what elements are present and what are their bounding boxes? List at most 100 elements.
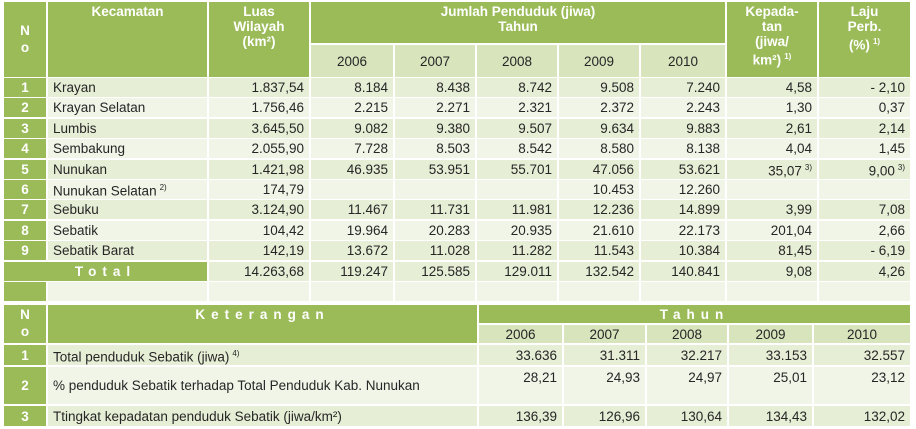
density-value: 201,04 <box>770 222 812 238</box>
row-number: 7 <box>21 202 29 218</box>
pop-value: 8.503 <box>436 141 470 157</box>
row-pop: 11.981 <box>477 200 557 220</box>
header-year: 2010 <box>814 325 910 343</box>
row-label: Ttingkat kepadatan penduduk Sebatik (jiw… <box>48 406 477 426</box>
row-number: 3 <box>21 408 29 424</box>
value: 33.636 <box>515 348 557 363</box>
density-value: 4,58 <box>785 80 812 95</box>
density-value-wrap: 2,61 <box>786 121 812 136</box>
year-label: 2007 <box>589 326 620 342</box>
density-value-wrap: 3,99 <box>786 202 812 217</box>
kecamatan-name-wrap: Lumbis <box>53 121 97 136</box>
row-number: 2 <box>21 100 29 116</box>
growth-value-wrap: 2,66 <box>879 223 905 238</box>
luas-value: 104,42 <box>262 222 304 238</box>
pop-value: 12.236 <box>592 202 634 218</box>
row-pop: 21.610 <box>559 220 639 240</box>
row-luas: 1.756,46 <box>209 98 309 118</box>
header-line: Tahun <box>498 19 538 34</box>
growth-value: 1,45 <box>878 141 905 157</box>
row-number: 1 <box>21 347 29 363</box>
growth-value-wrap: - 2,10 <box>870 80 905 95</box>
header-line: tan <box>761 19 783 34</box>
pop-value: 132.542 <box>585 263 634 279</box>
header-year: 2008 <box>647 325 727 343</box>
pop-value: 8.438 <box>436 80 470 95</box>
header-tahun: Tahun <box>479 305 910 323</box>
row-growth: 7,08 <box>819 200 910 220</box>
row-pop: 20.935 <box>477 220 557 240</box>
value: 134,43 <box>765 409 807 424</box>
row-pop: 53.621 <box>641 159 725 179</box>
year-label: 2007 <box>419 53 451 69</box>
year-label: 2008 <box>501 53 533 69</box>
row-value: 25,01 <box>729 367 812 404</box>
row-name: Krayan Selatan <box>48 98 207 118</box>
row-pop: 47.056 <box>559 159 639 179</box>
row-pop: 11.543 <box>559 241 639 261</box>
pop-value: 11.467 <box>347 202 388 218</box>
pop-value: 7.240 <box>686 80 720 95</box>
pop-value: 11.981 <box>511 202 552 218</box>
header-text: No <box>17 307 33 341</box>
row-number: 2 <box>21 378 29 393</box>
kecamatan-name: Sebatik <box>53 222 99 238</box>
empty-no <box>4 282 46 301</box>
row-luas: 3.645,50 <box>209 118 309 138</box>
growth-value-wrap: 0,37 <box>879 100 905 115</box>
kecamatan-name-wrap: Krayan Selatan <box>53 100 145 115</box>
row-name: Lumbis <box>48 118 207 138</box>
kecamatan-name: Sembakung <box>53 141 126 157</box>
empty-cell <box>395 282 475 301</box>
row-pop: 9.380 <box>395 118 475 138</box>
header-line: km²) 1) <box>752 52 792 68</box>
year-label: 2006 <box>505 326 536 342</box>
pop-value: 11.731 <box>429 202 470 218</box>
pop-value: 20.283 <box>428 222 470 238</box>
pop-value: 125.585 <box>421 263 470 279</box>
row-no: 3 <box>4 118 46 138</box>
footnote-mark: 1) <box>872 37 881 46</box>
row-value: 24,93 <box>564 367 645 404</box>
row-density: 4,58 <box>727 78 817 97</box>
pop-value: 140.841 <box>671 263 720 279</box>
row-luas: 1.837,54 <box>209 78 309 97</box>
header-line: Jumlah Penduduk (jiwa) <box>440 4 596 19</box>
value: 33.153 <box>765 348 807 363</box>
pop-value: 8.580 <box>600 141 634 157</box>
row-no: 3 <box>4 406 46 426</box>
row-name: Sebatik Barat <box>48 241 207 261</box>
value: 126,96 <box>598 409 640 424</box>
year-label: 2010 <box>846 326 878 342</box>
row-label: Total penduduk Sebatik (jiwa) 4) <box>48 345 477 365</box>
growth-value: - 2,10 <box>870 80 905 95</box>
total-luas: 14.263,68 <box>209 261 309 281</box>
row-pop: 8.580 <box>559 139 639 159</box>
row-pop: 7.728 <box>311 139 393 159</box>
luas-value: 1.837,54 <box>251 80 304 95</box>
kecamatan-name: Nunukan <box>53 161 108 177</box>
row-number: 9 <box>21 243 29 259</box>
row-pop: 2.271 <box>395 98 475 118</box>
row-pop: 8.542 <box>477 139 557 159</box>
row-pop: 12.260 <box>641 180 725 199</box>
row-value: 132,02 <box>814 406 910 426</box>
luas-value: 3.645,50 <box>251 120 304 136</box>
header-year: 2006 <box>311 45 393 77</box>
row-number: 6 <box>21 182 29 197</box>
value: 32.217 <box>680 348 722 363</box>
value: 31.311 <box>599 348 640 363</box>
header-year: 2010 <box>641 45 725 77</box>
total-pop: 140.841 <box>641 261 725 281</box>
growth-value-wrap: 1,45 <box>879 141 905 156</box>
row-pop: 9.507 <box>477 118 557 138</box>
header-line: (jiwa/ <box>755 34 789 49</box>
row-pop: 11.467 <box>311 200 393 220</box>
pop-value: 9.507 <box>518 120 552 136</box>
row-density: 2,61 <box>727 118 817 138</box>
row-pop: 8.503 <box>395 139 475 159</box>
pop-value: 9.883 <box>686 120 720 136</box>
row-value: 33.636 <box>479 345 562 365</box>
row-luas: 142,19 <box>209 241 309 261</box>
kecamatan-name: Krayan <box>53 80 96 95</box>
